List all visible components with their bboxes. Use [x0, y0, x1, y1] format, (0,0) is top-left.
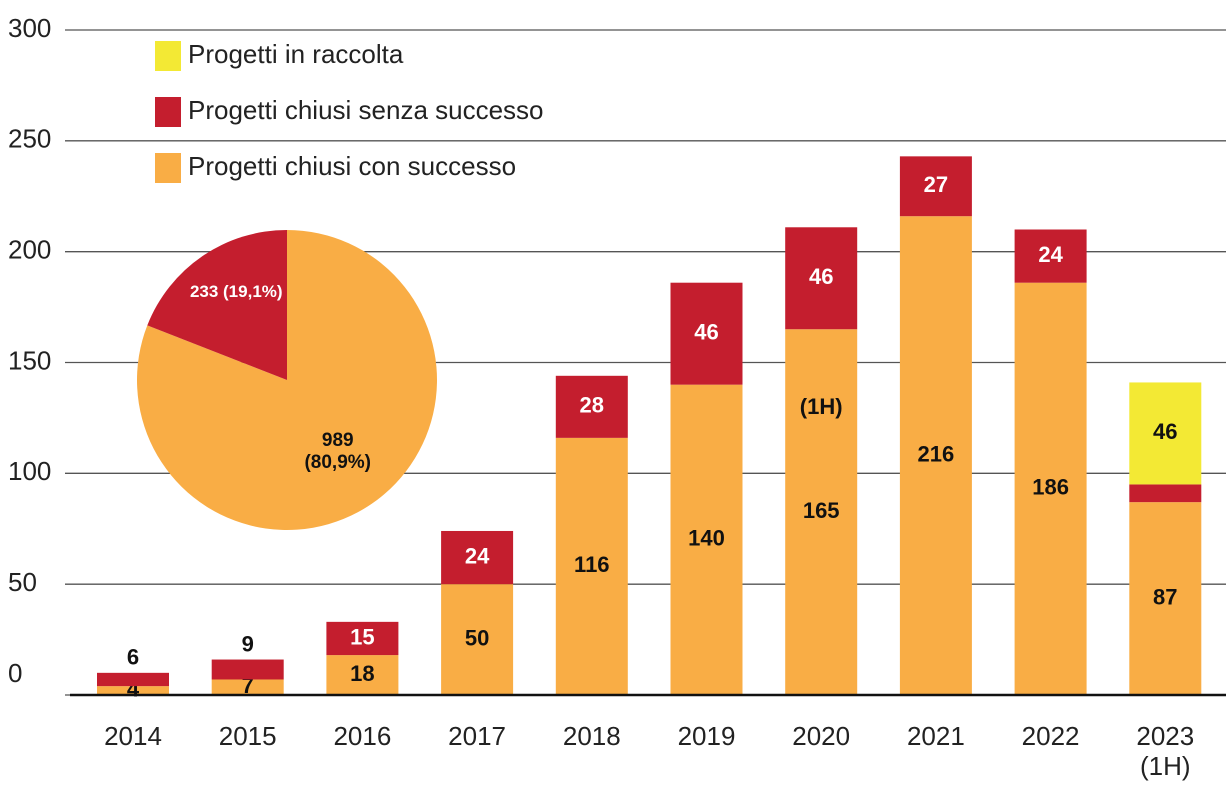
value-label: 50	[465, 625, 489, 650]
value-label: 18	[350, 661, 374, 686]
value-label: 46	[809, 264, 833, 289]
x-tick-label: 2021	[906, 721, 965, 751]
y-tick-label: 150	[8, 345, 51, 375]
value-label: 24	[465, 543, 490, 568]
pie-slice	[147, 230, 287, 380]
legend-label: Progetti chiusi con successo	[188, 151, 516, 181]
value-label: 15	[350, 624, 374, 649]
x-tick-label: 2022	[1021, 721, 1080, 751]
legend-label: Progetti in raccolta	[188, 39, 404, 69]
bar-segment	[97, 686, 169, 695]
bar-segment	[670, 384, 743, 695]
bar-segment	[899, 216, 972, 695]
bar-segment	[785, 227, 858, 330]
bar-segment	[211, 659, 284, 680]
y-tick-label: 50	[8, 567, 37, 597]
value-label: 6	[127, 645, 139, 670]
bar-segment	[785, 329, 858, 695]
value-label: 216	[918, 441, 955, 466]
bar-segment	[441, 530, 514, 585]
value-label: 87	[1153, 584, 1177, 609]
value-label: 140	[688, 526, 725, 551]
x-tick-label: 2016	[333, 721, 392, 751]
bar-segment	[441, 584, 514, 695]
bar-segment	[326, 655, 399, 695]
value-label: 116	[574, 552, 610, 577]
x-tick-label: 2018	[562, 721, 621, 751]
x-tick-label: 2015	[218, 721, 277, 751]
y-tick-label: 300	[8, 13, 51, 43]
bar-segment	[899, 156, 972, 217]
legend-swatch	[155, 97, 181, 127]
value-label: 9	[242, 631, 254, 656]
y-tick-label: 0	[8, 658, 22, 688]
bar-segment	[326, 621, 399, 656]
legend-swatch	[155, 153, 181, 183]
pie-label: 989 (80,9%)	[304, 430, 371, 474]
bar-segment	[97, 672, 169, 687]
bar-segment	[1129, 382, 1202, 485]
value-label: 27	[924, 172, 948, 197]
bar-segment	[1129, 484, 1202, 503]
value-label: 46	[694, 319, 718, 344]
bar-segment	[555, 375, 628, 438]
x-tick-label: 2017	[448, 721, 507, 751]
value-label: 28	[580, 393, 604, 418]
bar-segment	[211, 679, 284, 695]
y-tick-label: 200	[8, 235, 51, 265]
y-tick-label: 100	[8, 456, 51, 486]
annotation: (1H)	[800, 394, 843, 419]
pie-label: 233 (19,1%)	[189, 281, 283, 301]
x-tick-label: 2019	[677, 721, 736, 751]
x-tick-label: 2020	[792, 721, 851, 751]
bar-segment	[1129, 502, 1202, 695]
x-tick-label: 2023 (1H)	[1136, 721, 1195, 781]
value-label: 46	[1153, 419, 1177, 444]
value-label: 186	[1032, 475, 1069, 500]
bar-segment	[1014, 229, 1087, 283]
value-label: 165	[803, 498, 840, 523]
legend-label: Progetti chiusi senza successo	[188, 95, 544, 125]
legend-swatch	[155, 41, 181, 71]
bar-segment	[555, 437, 628, 695]
x-tick-label: 2014	[104, 721, 162, 751]
y-tick-label: 250	[8, 124, 51, 154]
value-label: 24	[1038, 242, 1063, 267]
bar-segment	[1014, 282, 1087, 695]
bar-segment	[670, 282, 743, 385]
